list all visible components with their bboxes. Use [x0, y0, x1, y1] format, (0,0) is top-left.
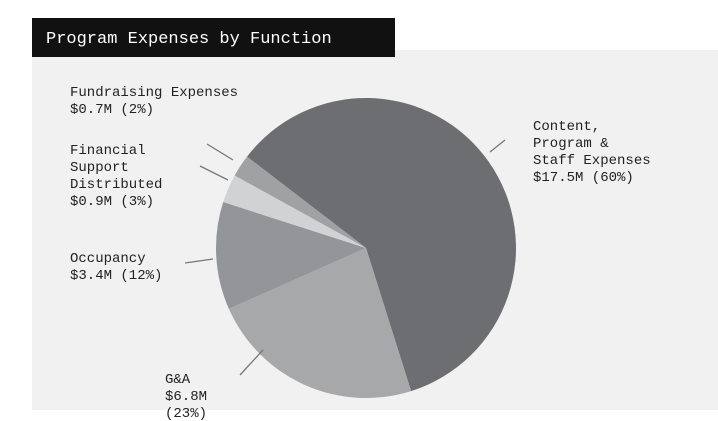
pie-slice — [228, 248, 412, 398]
leader-line — [206, 143, 234, 161]
slice-label: Occupancy — [70, 251, 146, 267]
slice-label: Content, Program & Staff Expenses — [533, 119, 651, 169]
slice-label: G&A — [165, 372, 191, 388]
slice-label: Financial Support Distributed — [70, 143, 162, 193]
leader-line — [184, 258, 214, 264]
leader-line — [199, 165, 229, 181]
chart-title: Program Expenses by Function — [46, 30, 332, 49]
pie-slice — [216, 202, 366, 309]
title-box — [32, 18, 395, 57]
pie-slice — [246, 98, 516, 392]
pie-slice — [234, 156, 366, 248]
leader-line — [239, 349, 264, 376]
leader-line — [489, 139, 506, 153]
slice-label: Fundraising Expenses — [70, 85, 238, 101]
pie-slice — [223, 175, 366, 248]
value-label: $17.5M (60%) — [533, 170, 634, 186]
value-label: $6.8M (23%) — [165, 389, 207, 421]
value-label: $3.4M (12%) — [70, 268, 162, 284]
value-label: $0.7M (2%) — [70, 102, 154, 118]
value-label: $0.9M (3%) — [70, 194, 154, 210]
